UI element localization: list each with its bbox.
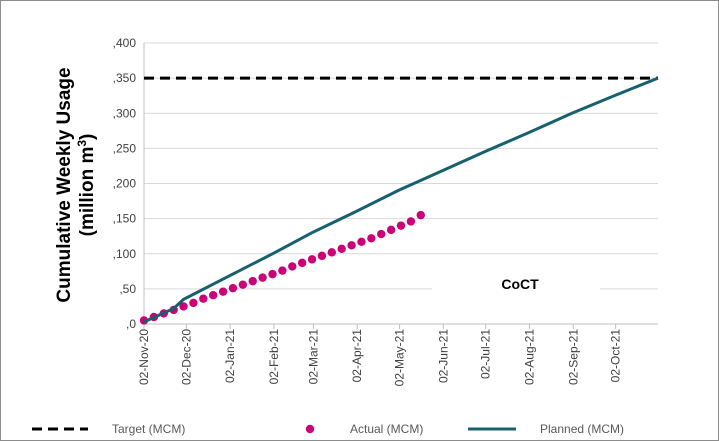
actual-point: [179, 302, 188, 311]
actual-point: [268, 269, 277, 279]
actual-point: [357, 237, 366, 247]
y-tick-label: ,200: [113, 177, 137, 191]
y-tick-label: ,300: [113, 106, 137, 120]
x-tick-label: 02-Mar-21: [306, 329, 320, 385]
actual-point: [297, 258, 307, 268]
actual-point: [228, 283, 238, 293]
y-tick-label: ,350: [113, 71, 137, 85]
actual-point: [288, 262, 297, 271]
actual-point: [317, 251, 327, 261]
actual-point: [396, 221, 406, 230]
actual-point: [208, 290, 218, 300]
actual-point: [347, 241, 356, 250]
actual-point: [307, 255, 317, 264]
x-tick-label: 02-Dec-20: [179, 329, 193, 385]
y-tick-label: ,50: [119, 282, 136, 296]
actual-point: [218, 287, 228, 296]
actual-point: [406, 217, 416, 226]
x-tick-label: 02-Oct-21: [609, 329, 623, 383]
actual-point: [337, 244, 346, 254]
y-tick-label: ,150: [113, 212, 137, 226]
x-tick-label: 02-May-21: [393, 329, 407, 387]
y-tick-label: ,100: [113, 247, 137, 261]
legend-label: Planned (MCM): [540, 422, 624, 436]
x-tick-label: 02-Apr-21: [350, 329, 364, 383]
actual-point: [258, 273, 267, 282]
y-tick-label: ,250: [113, 141, 137, 155]
x-tick-label: 02-Jan-21: [223, 329, 237, 383]
x-tick-label: 02-Jul-21: [479, 329, 493, 379]
y-tick-labels: ,0 ,50 ,100 ,150 ,200 ,250 ,300 ,350 ,400: [113, 36, 137, 331]
series-layer: [139, 76, 659, 325]
legend: Target (MCM) Actual (MCM) Planned (MCM): [32, 422, 624, 436]
legend-actual-swatch: [305, 424, 315, 434]
actual-point: [386, 225, 396, 235]
x-tick-labels: 02-Nov-20 02-Dec-20 02-Jan-21 02-Feb-21 02-M…: [137, 329, 623, 387]
actual-point: [367, 234, 376, 243]
y-axis-subtitle: (million m3): [75, 134, 98, 237]
x-tick-label: 02-Feb-21: [267, 329, 281, 385]
x-tick-label: 02-Sep-21: [566, 329, 580, 385]
actual-point: [278, 266, 287, 275]
legend-label: Actual (MCM): [350, 422, 423, 436]
actual-point: [199, 294, 208, 303]
legend-label: Target (MCM): [112, 422, 185, 436]
annotation-coct: CoCT: [501, 276, 539, 292]
planned-line: [143, 76, 659, 324]
actual-point: [416, 210, 425, 220]
y-tick-label: ,400: [113, 36, 137, 50]
x-tick-label: 02-Jun-21: [436, 329, 450, 383]
actual-point: [189, 298, 198, 308]
actual-point: [377, 229, 386, 239]
annotation-box: [432, 268, 600, 298]
actual-point: [327, 248, 337, 257]
y-tick-label: ,0: [126, 317, 136, 331]
x-tick-label: 02-Nov-20: [137, 329, 151, 385]
y-axis-title: Cumulative Weekly Usage: [54, 67, 75, 302]
actual-point: [238, 280, 248, 289]
x-tick-label: 02-Aug-21: [523, 329, 537, 385]
actual-point: [248, 276, 257, 286]
